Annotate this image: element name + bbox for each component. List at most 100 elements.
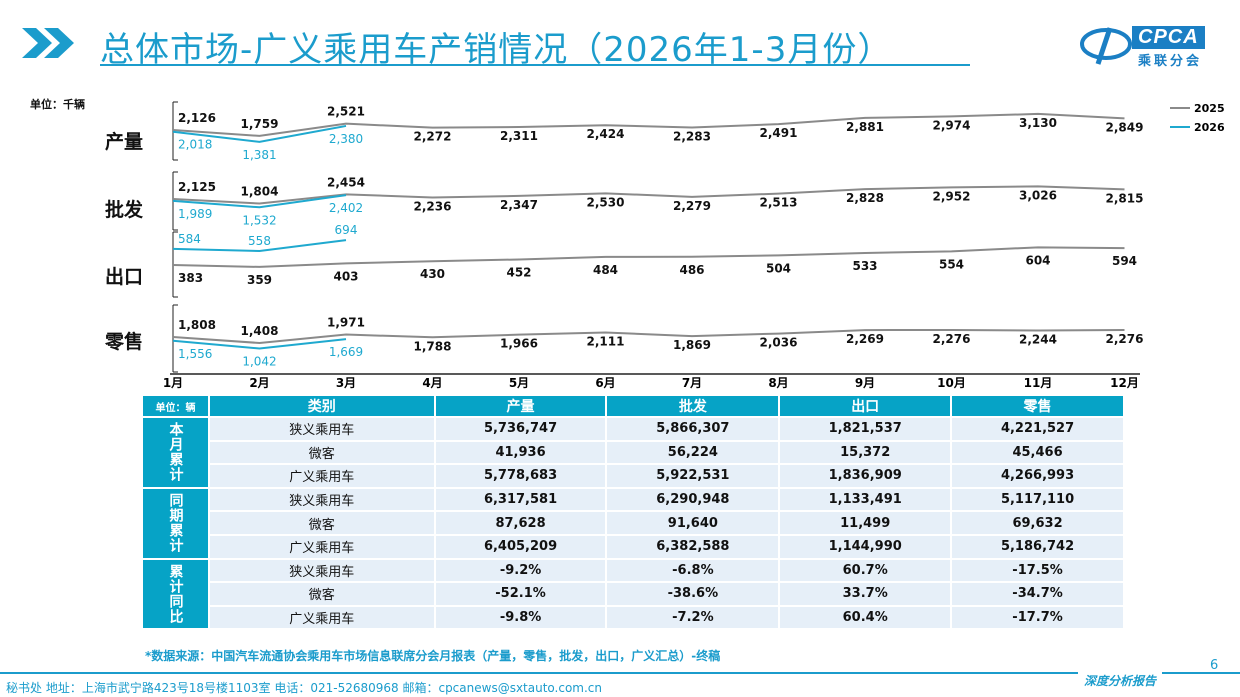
- panel-label-export: 出口: [105, 266, 144, 288]
- title-underline: [100, 64, 970, 66]
- x-tick-label: 11月: [1024, 376, 1053, 390]
- data-label: 486: [679, 263, 704, 277]
- table-cell: 5,736,747: [434, 416, 608, 442]
- data-label: 383: [178, 271, 203, 285]
- col-header-retail: 零售: [951, 396, 1125, 417]
- table-cell: 5,186,742: [951, 533, 1125, 560]
- table-cell: 87,628: [434, 510, 608, 536]
- line-chart: 2025 2026 2,126 1,759 2,521 2,272 2,311 2,424…: [163, 101, 1225, 390]
- series-line-2026: [172, 338, 347, 350]
- table-row: 广义乘用车 -9.8% -7.2% 60.4% -17.7%: [143, 604, 1125, 631]
- data-label: 1,971: [327, 316, 365, 330]
- table-cell: 5,778,683: [434, 463, 608, 489]
- table-cell: -17.7%: [951, 604, 1125, 631]
- table-row: 广义乘用车 5,778,683 5,922,531 1,836,909 4,266,99…: [143, 463, 1125, 489]
- page-title: 总体市场-广义乘用车产销情况（2026年1-3月份）: [100, 30, 893, 70]
- x-tick-label: 10月: [937, 376, 966, 390]
- table-cell: -9.8%: [434, 604, 608, 631]
- row-category: 微客: [208, 510, 436, 536]
- row-category: 狭义乘用车: [208, 557, 436, 584]
- row-category: 狭义乘用车: [208, 486, 436, 513]
- row-group-label: 本月累计: [143, 416, 210, 489]
- table-row: 微客 -52.1% -38.6% 33.7% -34.7%: [143, 581, 1125, 607]
- footer-divider: [0, 672, 1240, 674]
- legend-2026: 2026: [1194, 121, 1225, 134]
- col-header-export: 出口: [779, 396, 953, 417]
- table-cell: 60.7%: [779, 557, 953, 584]
- series-line-2025: [172, 328, 1125, 345]
- logo-mark-icon: [1080, 27, 1132, 65]
- data-label: 2,276: [1106, 332, 1144, 346]
- cpca-logo: CPCA 乘联分会: [1080, 22, 1220, 72]
- table-cell: 6,290,948: [606, 486, 781, 513]
- table-cell: -34.7%: [951, 581, 1125, 607]
- data-label: 1,532: [242, 213, 276, 227]
- table-cell: 1,144,990: [779, 533, 953, 560]
- data-label: 1,408: [241, 324, 279, 338]
- data-label: 2,815: [1106, 191, 1144, 205]
- table-cell: 69,632: [951, 510, 1125, 536]
- data-label: 2,125: [178, 180, 216, 194]
- x-tick-label: 9月: [855, 376, 875, 390]
- data-label: 3,026: [1019, 188, 1057, 202]
- row-group-label: 同期累计: [143, 486, 210, 560]
- table-row: 同期累计 狭义乘用车 6,317,581 6,290,948 1,133,491 5,11…: [143, 486, 1125, 560]
- data-label: 2,521: [327, 105, 365, 119]
- data-label: 2,491: [760, 126, 798, 140]
- panel-label-production: 产量: [105, 131, 144, 153]
- table-cell: -7.2%: [606, 604, 781, 631]
- panel-label-wholesale: 批发: [105, 199, 144, 221]
- data-label: 2,402: [329, 201, 363, 215]
- table-cell: 6,317,581: [434, 486, 608, 513]
- data-label: 604: [1025, 253, 1050, 267]
- x-tick-label: 8月: [768, 376, 788, 390]
- series-line-2025: [172, 246, 1125, 268]
- table-row: 微客 87,628 91,640 11,499 69,632: [143, 510, 1125, 536]
- table-cell: 45,466: [951, 439, 1125, 466]
- series-line-2025: [172, 185, 1125, 205]
- page-number: 6: [1210, 658, 1219, 673]
- row-category: 微客: [208, 581, 436, 607]
- table-cell: 6,382,588: [606, 533, 781, 560]
- x-tick-label: 5月: [509, 376, 529, 390]
- col-header-production: 产量: [434, 396, 608, 417]
- table-cell: 5,922,531: [606, 463, 781, 489]
- data-label: 2,236: [414, 199, 452, 213]
- data-label: 2,513: [760, 196, 798, 210]
- data-label: 2,881: [846, 120, 884, 134]
- table-cell: -9.2%: [434, 557, 608, 584]
- data-label: 2,380: [329, 132, 363, 146]
- data-label: 2,126: [178, 111, 216, 125]
- data-label: 1,669: [329, 345, 363, 359]
- data-label: 594: [1112, 254, 1137, 268]
- data-label: 1,966: [500, 337, 538, 351]
- data-label: 533: [852, 259, 877, 273]
- table-cell: 33.7%: [779, 581, 953, 607]
- table-cell: 1,836,909: [779, 463, 953, 489]
- data-label: 2,849: [1106, 120, 1144, 134]
- data-label: 3,130: [1019, 116, 1057, 130]
- report-tag: 深度分析报告: [1078, 672, 1163, 689]
- panel-label-retail: 零售: [105, 331, 144, 353]
- x-tick-label: 4月: [422, 376, 442, 390]
- data-label: 2,530: [587, 195, 625, 209]
- table-cell: 41,936: [434, 439, 608, 466]
- data-label: 2,276: [933, 332, 971, 346]
- data-label: 430: [420, 267, 445, 281]
- data-label: 2,454: [327, 175, 365, 189]
- data-label: 2,244: [1019, 332, 1057, 346]
- table-unit: 单位：辆: [143, 396, 210, 417]
- table-row: 微客 41,936 56,224 15,372 45,466: [143, 439, 1125, 466]
- data-label: 484: [593, 263, 618, 277]
- table-cell: 91,640: [606, 510, 781, 536]
- x-tick-label: 2月: [249, 376, 269, 390]
- series-line-2025: [172, 112, 1125, 137]
- table-cell: 1,821,537: [779, 416, 953, 442]
- table-row: 本月累计 狭义乘用车 5,736,747 5,866,307 1,821,537 4,22…: [143, 416, 1125, 489]
- double-chevron-icon: [20, 26, 80, 64]
- data-label: 403: [333, 269, 358, 283]
- data-label: 1,869: [673, 338, 711, 352]
- table-cell: -52.1%: [434, 581, 608, 607]
- data-label: 1,759: [241, 117, 279, 131]
- data-label: 2,269: [846, 332, 884, 346]
